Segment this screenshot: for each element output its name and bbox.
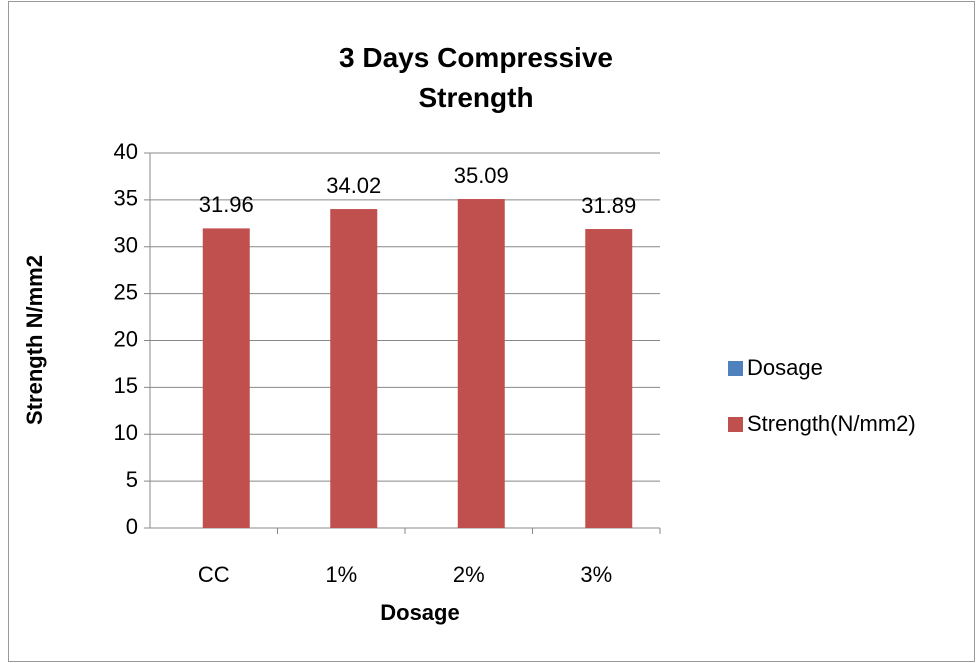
y-axis-title: Strength N/mm2 bbox=[22, 255, 47, 425]
y-tick-label: 15 bbox=[114, 373, 138, 398]
y-tick-label: 25 bbox=[114, 279, 138, 304]
y-tick-label: 20 bbox=[114, 326, 138, 351]
y-tick-label: 30 bbox=[114, 233, 138, 258]
legend-swatch bbox=[728, 361, 743, 376]
x-tick-label: 3% bbox=[580, 562, 612, 587]
y-tick-label: 5 bbox=[126, 467, 138, 492]
x-tick-label: CC bbox=[198, 562, 230, 587]
bar bbox=[330, 209, 378, 528]
y-tick-label: 35 bbox=[114, 186, 138, 211]
y-tick-label: 10 bbox=[114, 420, 138, 445]
data-label: 31.89 bbox=[581, 193, 636, 218]
chart-title: 3 Days Compressive Strength bbox=[339, 42, 613, 113]
data-label: 34.02 bbox=[326, 173, 381, 198]
x-axis-title: Dosage bbox=[380, 600, 459, 625]
legend-swatch bbox=[728, 417, 743, 432]
legend-label: Strength(N/mm2) bbox=[747, 411, 916, 436]
x-tick-label: 1% bbox=[325, 562, 357, 587]
legend-label: Dosage bbox=[747, 355, 823, 380]
x-tick-label: 2% bbox=[453, 562, 485, 587]
data-label: 35.09 bbox=[454, 163, 509, 188]
bar bbox=[202, 228, 250, 528]
data-label: 31.96 bbox=[199, 192, 254, 217]
bar bbox=[585, 229, 633, 528]
y-tick-label: 0 bbox=[126, 514, 138, 539]
bar bbox=[457, 199, 505, 528]
y-tick-label: 40 bbox=[114, 139, 138, 164]
